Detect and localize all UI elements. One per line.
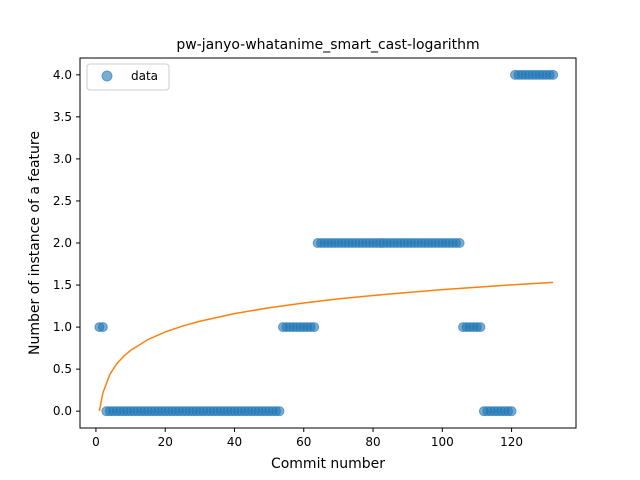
y-tick-label: 1.0 — [53, 320, 72, 334]
x-tick-label: 20 — [158, 435, 173, 449]
plot-frame — [79, 57, 577, 429]
y-tick-label: 0.5 — [53, 362, 72, 376]
y-tick-label: 1.5 — [53, 278, 72, 292]
legend-label: data — [131, 69, 158, 83]
data-point — [97, 322, 108, 333]
data-point — [475, 322, 486, 333]
x-axis-label: Commit number — [271, 456, 385, 472]
data-point — [506, 406, 517, 417]
data-point — [548, 69, 559, 80]
x-tick-label: 0 — [92, 435, 100, 449]
x-tick-label: 40 — [227, 435, 242, 449]
x-tick-label: 100 — [431, 435, 454, 449]
y-tick-label: 0.0 — [53, 404, 72, 418]
y-tick-label: 2.5 — [53, 194, 72, 208]
data-point — [274, 406, 285, 417]
data-point — [454, 238, 465, 248]
legend-frame — [86, 63, 170, 91]
y-tick-label: 4.0 — [53, 68, 72, 82]
x-tick-label: 80 — [365, 435, 380, 449]
y-tick-label: 2.0 — [53, 236, 72, 250]
legend: data — [86, 63, 170, 91]
axis-ticks: 0 20 40 60 80 100 120 0.0 0.5 1.0 1.5 2.0 2.5 3.0 3.5 4… — [53, 68, 523, 449]
y-tick-label: 3.0 — [53, 152, 72, 166]
y-tick-label: 3.5 — [53, 110, 72, 124]
x-tick-label: 120 — [500, 435, 523, 449]
legend-marker — [101, 70, 113, 82]
chart-title: pw-janyo-whatanime_smart_cast-logarithm — [176, 37, 479, 53]
y-axis-label: Number of instance of a feature — [27, 131, 43, 355]
data-point — [309, 322, 320, 333]
data-marks — [94, 69, 559, 417]
x-tick-label: 60 — [296, 435, 311, 449]
fit-line — [98, 281, 554, 412]
